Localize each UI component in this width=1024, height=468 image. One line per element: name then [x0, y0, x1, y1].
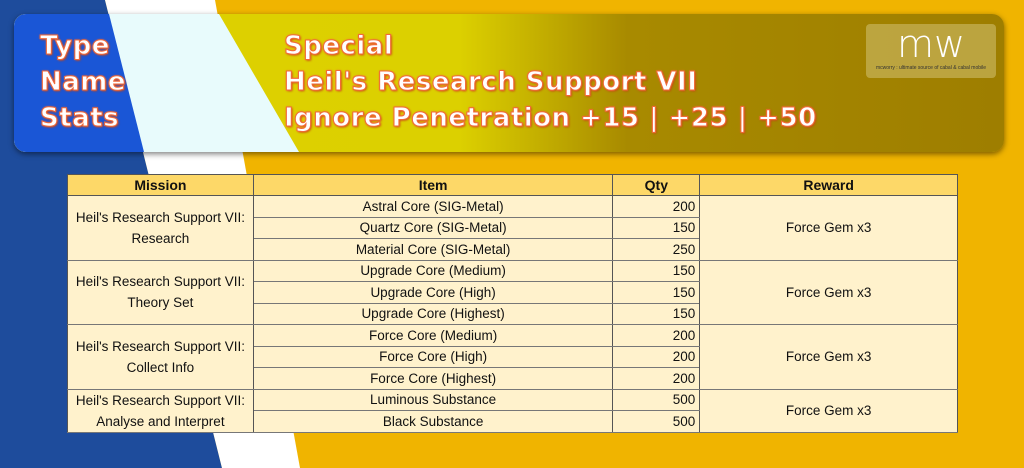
mission-cell: Heil's Research Support VII: Analyse and…	[67, 389, 254, 433]
qty-cell: 150	[612, 303, 701, 325]
qty-cell: 500	[612, 410, 701, 433]
item-cell: Force Core (Medium)	[252, 324, 614, 347]
mission-cell: Heil's Research Support VII: Theory Set	[67, 260, 254, 325]
item-cell: Astral Core (SIG-Metal)	[252, 195, 614, 218]
table-row: Black Substance 500	[68, 410, 958, 433]
header-mission: Mission	[67, 174, 254, 196]
item-cell: Force Core (Highest)	[252, 367, 614, 390]
table-row: Force Core (Highest) 200	[68, 367, 958, 390]
table-row: Upgrade Core (Highest) 150	[68, 303, 958, 325]
label-stats: Stats	[39, 103, 120, 134]
item-cell: Quartz Core (SIG-Metal)	[252, 217, 614, 239]
table-row: Heil's Research Support VII: Research Ast…	[67, 195, 958, 261]
label-type: Type	[39, 31, 110, 62]
mission-table: Mission Item Qty Reward Heil's Research …	[67, 174, 958, 433]
value-stats: Ignore Penetration +15 | +25 | +50	[284, 103, 817, 134]
header-reward: Reward	[699, 174, 958, 196]
qty-cell: 150	[612, 281, 701, 304]
info-banner: Type Name Stats Special Heil's Research …	[14, 14, 1004, 152]
qty-cell: 200	[612, 367, 701, 390]
banner-labels: Type Name Stats	[39, 28, 127, 136]
table-row: Heil's Research Support VII: Theory Set U…	[67, 260, 958, 325]
qty-cell: 200	[612, 195, 701, 218]
value-type: Special	[284, 31, 394, 62]
item-cell: Upgrade Core (Highest)	[252, 303, 614, 325]
item-cell: Upgrade Core (High)	[252, 281, 614, 304]
item-cell: Upgrade Core (Medium)	[252, 260, 614, 282]
mw-logo: mw mcworry : ultimate source of cabal & …	[866, 24, 996, 78]
reward-cell: Force Gem x3	[699, 324, 958, 390]
mission-cell: Heil's Research Support VII: Collect Inf…	[67, 324, 254, 390]
table-row: Heil's Research Support VII: Analyse and…	[67, 389, 958, 433]
table-row: Quartz Core (SIG-Metal) 150	[68, 217, 958, 239]
table-row: Heil's Research Support VII: Collect Inf…	[67, 324, 958, 390]
item-cell: Force Core (High)	[252, 346, 614, 368]
reward-cell: Force Gem x3	[699, 195, 958, 261]
header-qty: Qty	[612, 174, 701, 196]
item-cell: Black Substance	[252, 410, 614, 433]
table-header: Mission Item Qty Reward	[67, 174, 958, 196]
item-cell: Luminous Substance	[252, 389, 614, 411]
mission-cell: Heil's Research Support VII: Research	[67, 195, 254, 261]
qty-cell: 500	[612, 389, 701, 411]
qty-cell: 200	[612, 346, 701, 368]
qty-cell: 200	[612, 324, 701, 347]
banner-values: Special Heil's Research Support VII Igno…	[284, 28, 817, 136]
reward-cell: Force Gem x3	[699, 260, 958, 325]
table-row: Upgrade Core (High) 150	[68, 281, 958, 304]
table-row: Material Core (SIG-Metal) 250	[68, 238, 958, 261]
qty-cell: 150	[612, 217, 701, 239]
qty-cell: 250	[612, 238, 701, 261]
table-row: Force Core (High) 200	[68, 346, 958, 368]
label-name: Name	[39, 67, 127, 98]
value-name: Heil's Research Support VII	[284, 67, 698, 98]
qty-cell: 150	[612, 260, 701, 282]
reward-cell: Force Gem x3	[699, 389, 958, 433]
item-cell: Material Core (SIG-Metal)	[252, 238, 614, 261]
header-item: Item	[252, 174, 614, 196]
